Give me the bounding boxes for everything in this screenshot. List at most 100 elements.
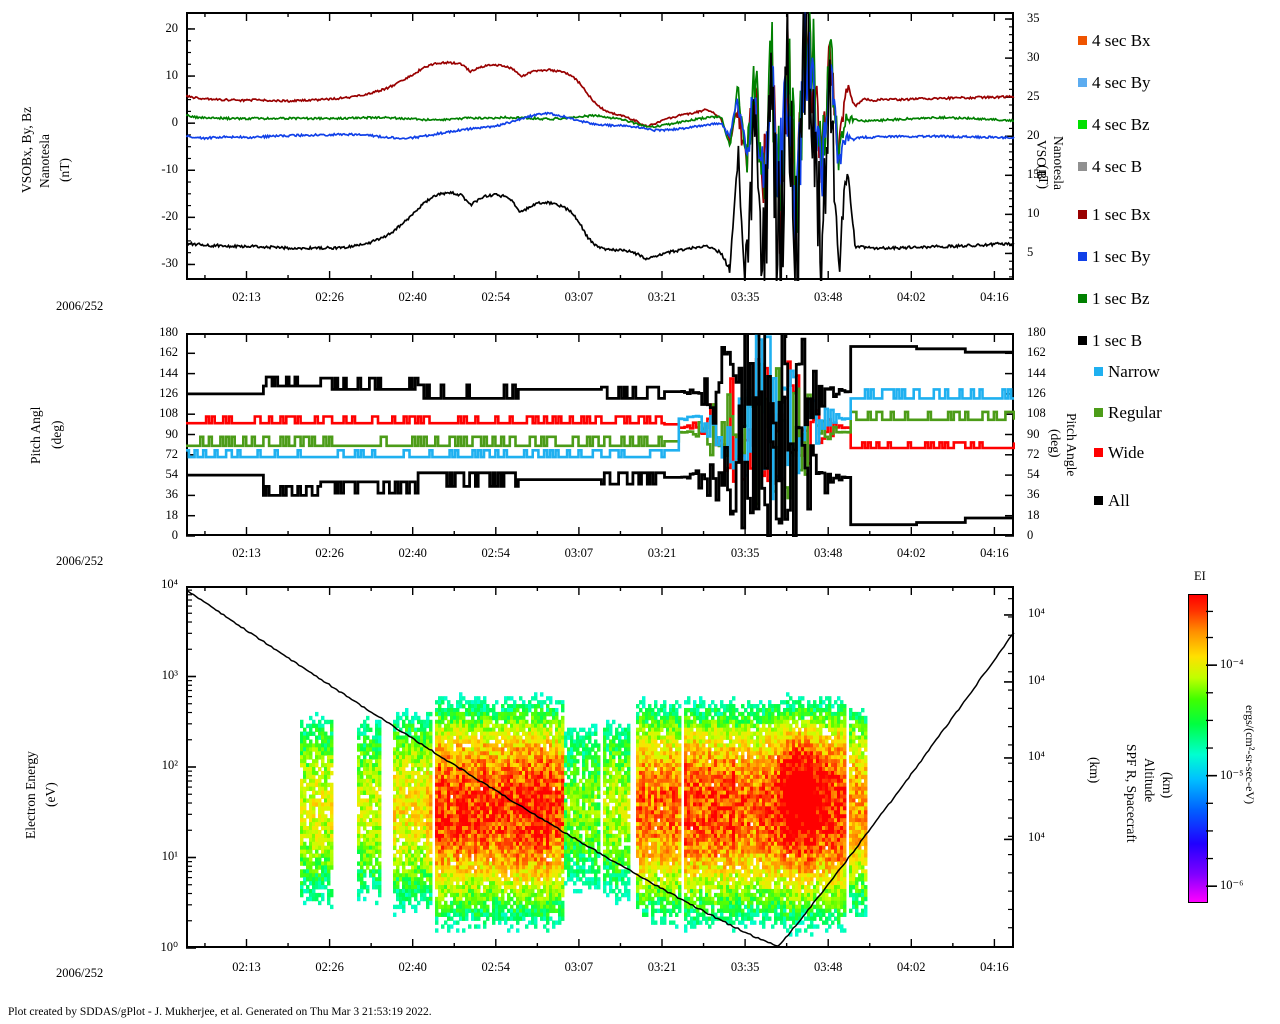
colorbar-units: ergs/(cm²-sr-sec-eV) — [1242, 660, 1258, 850]
magnetic-ytick-left: 10 — [165, 68, 179, 83]
pitch-ytick-right: 54 — [1027, 467, 1040, 482]
legend-item-label: 4 sec Bx — [1092, 31, 1151, 50]
pitch-ytick-right: 90 — [1027, 426, 1040, 441]
magnetic-ytick-right: 30 — [1027, 50, 1040, 65]
magnetic-date-label: 2006/252 — [56, 299, 104, 313]
magnetic-right-axis-units: Nanotesla — [1049, 108, 1067, 218]
magnetic-xtick-label: 04:16 — [980, 290, 1009, 304]
legend-item-4-sec-bz[interactable]: 4 sec Bz — [1078, 116, 1150, 133]
pitch-ytick-right: 162 — [1027, 345, 1046, 360]
magnetic-xtick-label: 03:07 — [564, 290, 594, 304]
pitch-left-axis-title-line1: Pitch Angl — [28, 406, 43, 464]
legend-swatch-icon — [1078, 162, 1087, 171]
legend-swatch-icon — [1094, 408, 1103, 417]
legend-item-4-sec-by[interactable]: 4 sec By — [1078, 74, 1151, 91]
colorbar-ticks — [1206, 610, 1217, 887]
pitch-ytick-right: 0 — [1027, 528, 1034, 542]
pitch-ytick-left: 72 — [165, 446, 179, 461]
pitch-ytick-right: 126 — [1027, 385, 1046, 400]
pitch-right-axis-units-line1: (deg) — [1048, 428, 1064, 458]
spectrogram-ytick-right: 10⁴ — [1028, 605, 1045, 620]
magnetic-xtick-label: 02:40 — [398, 290, 427, 304]
pitch-ytick-left: 18 — [165, 507, 179, 522]
magnetic-ytick-right: 10 — [1027, 206, 1040, 221]
pitch-ytick-left: 108 — [159, 406, 178, 421]
magnetic-xtick-label: 03:21 — [647, 290, 677, 304]
pitch-xtick-label: 03:48 — [813, 546, 843, 560]
pitch-ytick-right: 36 — [1027, 487, 1040, 502]
legend-item-regular[interactable]: Regular — [1094, 404, 1162, 421]
magnetic-left-axis-units-line2: (nT) — [57, 158, 72, 182]
legend-swatch-icon — [1094, 367, 1103, 376]
magnetic-ytick-right: 25 — [1027, 89, 1040, 104]
pitch-right-axis-units: (deg) — [1046, 418, 1064, 468]
pitch-ytick-left: 144 — [159, 365, 178, 380]
pitch-left-axis-units: (deg) — [48, 405, 66, 465]
legend-swatch-icon — [1078, 336, 1087, 345]
pitch-ytick-right: 180 — [1027, 325, 1046, 339]
legend-item-narrow[interactable]: Narrow — [1094, 363, 1160, 380]
magnetic-ytick-right: 35 — [1027, 11, 1040, 26]
magnetic-xtick-label: 02:13 — [232, 290, 261, 304]
colorbar-tick-label: 10⁻⁶ — [1220, 878, 1244, 893]
footer-credit: Plot created by SDDAS/gPlot - J. Mukherj… — [8, 1006, 432, 1018]
legend-item-label: 1 sec Bz — [1092, 289, 1150, 308]
colorbar-title: EI — [1194, 569, 1206, 583]
pitch-ytick-left: 90 — [165, 426, 179, 441]
spectrogram-right-axis-sub: Altitude — [1140, 740, 1158, 820]
pitch-angle-plot — [186, 333, 1015, 537]
magnetic-ytick-right: 15 — [1027, 167, 1040, 182]
pitch-ytick-left: 126 — [159, 385, 178, 400]
spectrogram-left-axis-units: (eV) — [42, 765, 60, 825]
colorbar-units-label: ergs/(cm²-sr-sec-eV) — [1243, 705, 1258, 805]
legend-item-1-sec-bx[interactable]: 1 sec Bx — [1078, 206, 1151, 223]
legend-swatch-icon — [1078, 36, 1087, 45]
legend-item-all[interactable]: All — [1094, 492, 1130, 509]
spectrogram-plot — [186, 586, 1015, 949]
pitch-ytick-right: 18 — [1027, 507, 1040, 522]
magnetic-right-axis-units-line2: (nT) — [1036, 165, 1052, 189]
legend-item-wide[interactable]: Wide — [1094, 444, 1144, 461]
pitch-ytick-right: 108 — [1027, 406, 1046, 421]
magnetic-ytick-left: 0 — [171, 115, 178, 130]
legend-swatch-icon — [1078, 210, 1087, 219]
magnetic-xtick-label: 02:54 — [481, 290, 511, 304]
legend-item-label: 1 sec B — [1092, 331, 1143, 350]
spectrogram-right-axis-units-line1: (km) — [1160, 771, 1176, 799]
spectrogram-xtick-label: 02:13 — [232, 960, 261, 974]
pitch-xtick-label: 03:35 — [730, 546, 760, 560]
legend-item-4-sec-b[interactable]: 4 sec B — [1078, 158, 1142, 175]
magnetic-ytick-left: -30 — [161, 256, 178, 271]
magnetic-ytick-left: 20 — [165, 20, 179, 35]
pitch-xtick-label: 02:13 — [232, 546, 261, 560]
legend-item-4-sec-bx[interactable]: 4 sec Bx — [1078, 32, 1151, 49]
spectrogram-date-label: 2006/252 — [56, 966, 104, 980]
pitch-date-label: 2006/252 — [56, 554, 104, 568]
spectrogram-left-axis-title: Electron Energy — [22, 720, 40, 870]
spectrogram-ytick-right: 10⁴ — [1028, 748, 1045, 763]
pitch-ytick-left: 54 — [165, 467, 179, 482]
spectrogram-xtick-label: 04:02 — [897, 960, 926, 974]
pitch-ytick-left: 180 — [159, 325, 178, 339]
magnetic-left-axis-title-line1: VSOBx, By, Bz — [19, 106, 34, 194]
magnetic-right-axis-units-line1: Nanotesla — [1051, 136, 1067, 190]
legend-item-label: 4 sec Bz — [1092, 115, 1150, 134]
magnetic-xtick-label: 04:02 — [897, 290, 926, 304]
colorbar-tick-label: 10⁻⁴ — [1220, 657, 1244, 672]
magnetic-left-axis-units-line1: Nanotesla — [37, 134, 52, 188]
spectrogram-left-axis-units-line1: (eV) — [43, 782, 58, 808]
spectrogram-right-axis-title-line1: SPF R, Spacecraft — [1124, 743, 1140, 843]
pitch-xtick-label: 03:21 — [647, 546, 677, 560]
legend-item-1-sec-b[interactable]: 1 sec B — [1078, 332, 1142, 349]
legend-swatch-icon — [1078, 252, 1087, 261]
pitch-ytick-left: 36 — [165, 487, 179, 502]
magnetic-field-plot — [186, 12, 1015, 281]
colorbar-tick-label: 10⁻⁵ — [1220, 767, 1244, 782]
magnetic-left-axis-units: Nanotesla — [36, 86, 54, 236]
pitch-xtick-label: 02:40 — [398, 546, 427, 560]
spectrogram-x-axis — [204, 586, 996, 948]
legend-item-1-sec-bz[interactable]: 1 sec Bz — [1078, 290, 1150, 307]
legend-item-1-sec-by[interactable]: 1 sec By — [1078, 248, 1151, 265]
pitch-left-axis-units-line1: (deg) — [49, 420, 64, 450]
pitch-ytick-left: 0 — [171, 528, 178, 542]
